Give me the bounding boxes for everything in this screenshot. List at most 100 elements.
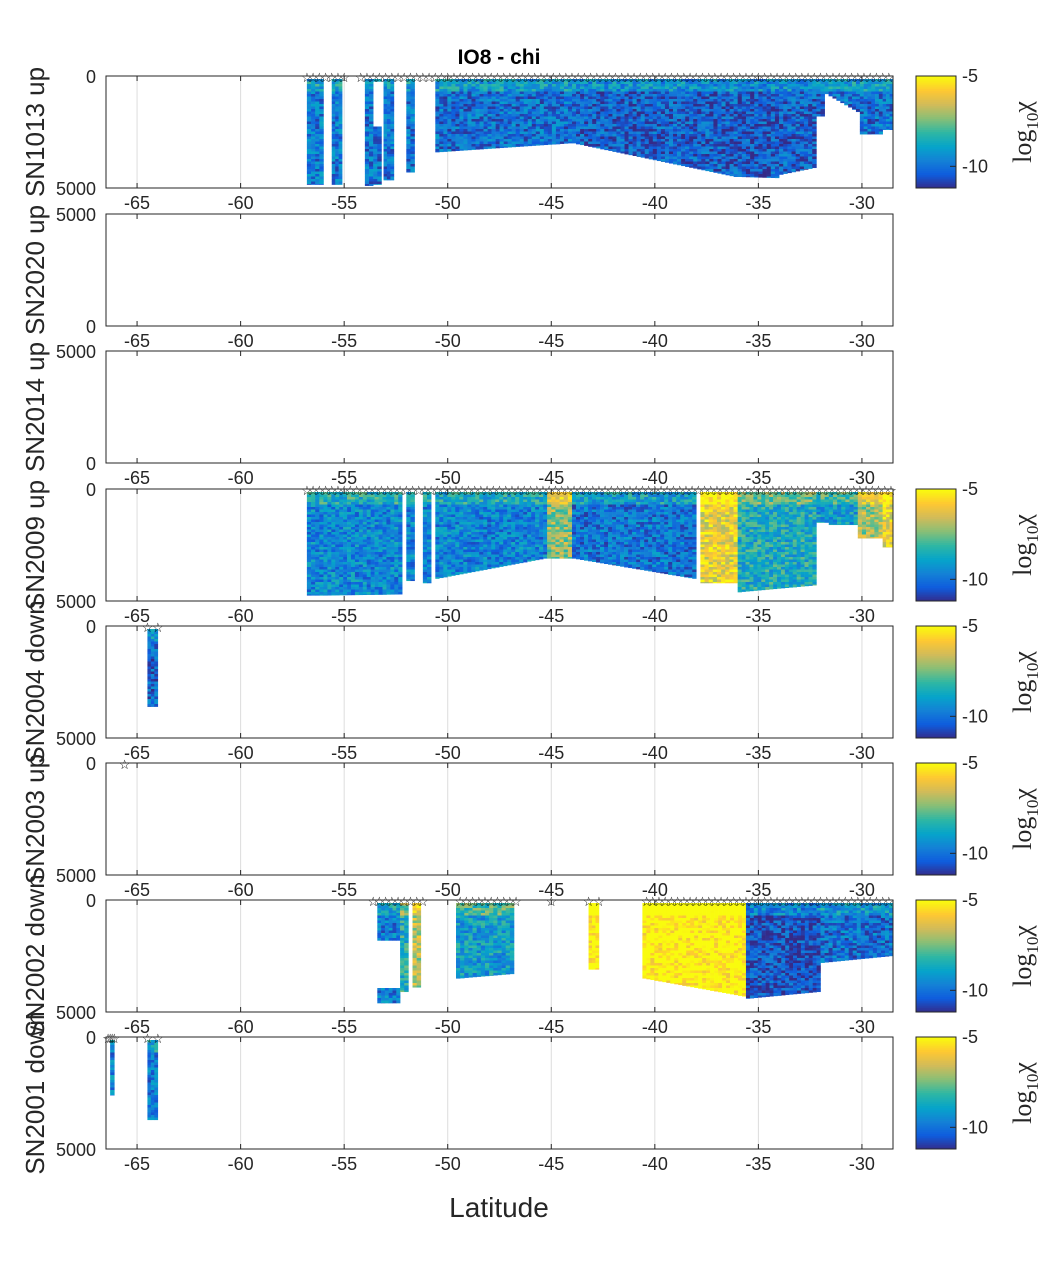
heatmap-cell (319, 497, 324, 500)
heatmap-cell (648, 141, 654, 145)
heatmap-cell (370, 587, 375, 590)
heatmap-cell (580, 99, 585, 102)
heatmap-cell (779, 109, 784, 112)
heatmap-cell (709, 136, 714, 140)
heatmap-cell (406, 96, 411, 100)
heatmap-cell (507, 84, 512, 87)
heatmap-cell (410, 94, 415, 97)
heatmap-cell (327, 552, 332, 555)
colorbar-segment (916, 76, 956, 79)
heatmap-cell (664, 129, 670, 132)
heatmap-cell (319, 181, 324, 185)
x-tick-label: -30 (849, 193, 875, 213)
heatmap-cell (519, 104, 525, 107)
heatmap-cell (656, 81, 662, 85)
heatmap-cell (483, 114, 488, 117)
heatmap-cell (588, 134, 593, 137)
heatmap-cell (369, 129, 374, 132)
heatmap-cell (754, 154, 759, 157)
heatmap-cell (459, 99, 464, 102)
heatmap-cell (543, 131, 549, 135)
heatmap-cell (620, 151, 625, 154)
heatmap-cell (327, 579, 332, 583)
heatmap-cell (668, 114, 674, 117)
heatmap-cell (315, 171, 320, 175)
heatmap-cell (435, 141, 440, 145)
heatmap-cell (386, 124, 391, 127)
heatmap-cell (754, 79, 759, 82)
heatmap-cell (410, 124, 415, 127)
heatmap-cell (859, 114, 864, 117)
heatmap-cell (685, 154, 690, 157)
heatmap-cell (327, 524, 332, 528)
heatmap-cell (758, 91, 763, 95)
heatmap-cell (878, 104, 883, 107)
heatmap-cell (795, 154, 801, 157)
heatmap-cell (886, 94, 890, 97)
heatmap-cell (741, 109, 747, 112)
heatmap-cell (705, 96, 710, 100)
heatmap-cell (567, 79, 573, 82)
heatmap-cell (725, 149, 730, 152)
heatmap-cell (386, 164, 391, 167)
heatmap-cell (563, 131, 569, 135)
heatmap-cell (358, 492, 364, 495)
heatmap-cell (383, 89, 388, 92)
heatmap-cell (339, 509, 344, 513)
heatmap-cell (443, 109, 448, 112)
heatmap-cell (852, 101, 857, 105)
heatmap-cell (709, 99, 714, 102)
heatmap-cell (664, 124, 670, 127)
heatmap-cell (331, 111, 336, 115)
heatmap-cell (836, 89, 841, 92)
heatmap-cell (709, 89, 714, 92)
x-tick-label: -60 (228, 331, 254, 351)
heatmap-cell (327, 559, 332, 563)
heatmap-cell (451, 141, 456, 145)
heatmap-cell (717, 149, 722, 152)
heatmap-cell (455, 79, 460, 82)
heatmap-cell (451, 106, 456, 110)
heatmap-cell (319, 507, 324, 510)
heatmap-cell (681, 136, 686, 140)
heatmap-cell (721, 114, 726, 117)
heatmap-cell (644, 101, 650, 105)
heatmap-cell (390, 176, 395, 180)
heatmap-cell (507, 111, 512, 115)
heatmap-cell (555, 109, 561, 112)
heatmap-cell (535, 104, 541, 107)
heatmap-cell (644, 149, 650, 152)
heatmap-cell (668, 119, 674, 122)
heatmap-cell (685, 79, 690, 82)
heatmap-cell (774, 166, 780, 170)
heatmap-cell (725, 141, 730, 145)
heatmap-cell (547, 139, 553, 142)
heatmap-cell (632, 136, 637, 140)
heatmap-cell (373, 79, 378, 82)
heatmap-cell (889, 119, 894, 122)
heatmap-cell (315, 164, 320, 167)
heatmap-cell (377, 166, 382, 170)
heatmap-cell (863, 109, 868, 112)
heatmap-cell (576, 124, 581, 127)
heatmap-cell (882, 119, 887, 122)
heatmap-cell (567, 119, 573, 122)
heatmap-cell (377, 159, 382, 162)
heatmap-cell (636, 91, 641, 95)
heatmap-cell (499, 109, 504, 112)
heatmap-cell (660, 159, 666, 162)
heatmap-cell (319, 84, 324, 87)
heatmap-cell (362, 562, 368, 565)
heatmap-cell (750, 141, 755, 145)
heatmap-cell (600, 144, 605, 147)
heatmap-cell (882, 84, 887, 87)
heatmap-cell (632, 89, 637, 92)
heatmap-cell (766, 106, 772, 110)
heatmap-cell (875, 121, 880, 125)
heatmap-cell (632, 141, 637, 145)
heatmap-cell (335, 542, 340, 545)
heatmap-cell (319, 509, 324, 513)
heatmap-cell (705, 89, 710, 92)
heatmap-cell (867, 79, 872, 82)
heatmap-cell (737, 174, 743, 177)
